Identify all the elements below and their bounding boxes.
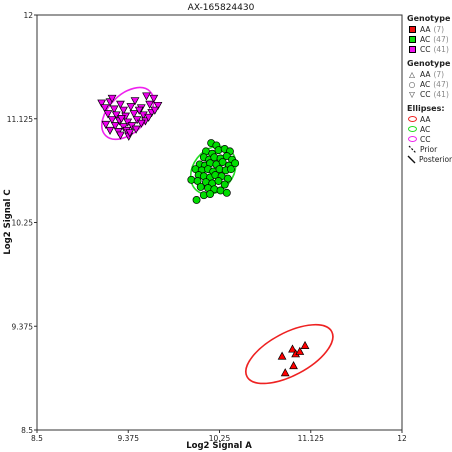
data-point-aa[interactable] bbox=[288, 344, 297, 353]
data-point-ac[interactable] bbox=[196, 182, 205, 191]
triangle-up-icon: △ bbox=[409, 69, 415, 79]
data-point-cc[interactable] bbox=[130, 97, 140, 106]
data-point-cc[interactable] bbox=[129, 110, 139, 119]
aa-color-swatch bbox=[408, 25, 416, 33]
data-point-cc[interactable] bbox=[145, 100, 155, 109]
legend-ellipse-aa[interactable]: AA bbox=[407, 114, 452, 124]
data-point-cc[interactable] bbox=[116, 100, 125, 109]
legend-item-cc[interactable]: CC (41) bbox=[407, 44, 452, 54]
plot-area bbox=[36, 14, 403, 431]
y-tick-label: 10.25 bbox=[12, 219, 34, 228]
circle-icon: ○ bbox=[408, 79, 416, 89]
data-point-cc[interactable] bbox=[107, 116, 117, 125]
ac-ellipse-icon bbox=[407, 126, 417, 132]
data-point-cc[interactable] bbox=[134, 106, 144, 115]
ac-color-swatch bbox=[408, 35, 416, 43]
x-tick-label: 11.125 bbox=[298, 434, 324, 443]
aa-ellipse-icon bbox=[407, 116, 417, 122]
x-tick-label: 12 bbox=[397, 434, 407, 443]
legend-shape-title: Genotype bbox=[407, 59, 451, 68]
data-point-cc[interactable] bbox=[149, 94, 159, 103]
y-tick-label: 12 bbox=[23, 11, 33, 20]
points-layer bbox=[97, 92, 310, 377]
data-point-cc[interactable] bbox=[142, 92, 151, 101]
x-axis-label: Log2 Signal A bbox=[186, 441, 252, 451]
data-point-cc[interactable] bbox=[97, 99, 107, 108]
legend: Genotype AA (7) AC (47) CC (41) Genotype… bbox=[407, 12, 452, 164]
ellipse-aa bbox=[245, 323, 334, 385]
data-point-cc[interactable] bbox=[109, 105, 119, 114]
data-point-cc[interactable] bbox=[153, 101, 163, 111]
data-point-aa[interactable] bbox=[280, 368, 290, 377]
data-point-cc[interactable] bbox=[117, 115, 126, 124]
data-point-cc[interactable] bbox=[119, 106, 128, 115]
x-tick-label: 10.25 bbox=[209, 434, 231, 443]
y-axis-ticks: 8.5 9.375 10.25 11.125 12 bbox=[7, 11, 37, 435]
legend-ellipse-ac[interactable]: AC bbox=[407, 124, 452, 134]
data-point-aa[interactable] bbox=[295, 346, 305, 355]
data-point-ac[interactable] bbox=[222, 188, 231, 197]
data-point-ac[interactable] bbox=[231, 159, 240, 168]
legend-item-ac[interactable]: AC (47) bbox=[407, 34, 452, 44]
data-point-ac[interactable] bbox=[220, 180, 229, 189]
data-point-cc[interactable] bbox=[126, 103, 136, 112]
y-tick-label: 11.125 bbox=[7, 115, 33, 124]
data-point-cc[interactable] bbox=[101, 120, 111, 130]
data-point-cc[interactable] bbox=[110, 122, 120, 131]
cc-ellipse-icon bbox=[407, 136, 417, 142]
data-point-cc[interactable] bbox=[125, 129, 135, 138]
legend-genotype-title: Genotype bbox=[407, 14, 451, 23]
solid-line-icon bbox=[407, 154, 416, 164]
y-tick-label: 9.375 bbox=[12, 322, 34, 331]
y-axis-label: Log2 Signal C bbox=[3, 189, 13, 254]
y-tick-label: 8.5 bbox=[21, 426, 33, 435]
legend-shape-cc[interactable]: ▽ CC (41) bbox=[407, 89, 452, 99]
cc-color-swatch bbox=[408, 45, 416, 53]
data-point-cc[interactable] bbox=[144, 113, 153, 122]
data-point-ac[interactable] bbox=[227, 165, 235, 174]
legend-shape-ac[interactable]: ○ AC (47) bbox=[408, 79, 449, 89]
x-tick-label: 8.5 bbox=[31, 434, 43, 443]
data-point-aa[interactable] bbox=[277, 351, 287, 360]
legend-ellipse-cc[interactable]: CC bbox=[407, 134, 452, 144]
legend-prior[interactable]: Prior bbox=[407, 144, 452, 154]
data-point-cc[interactable] bbox=[131, 125, 141, 134]
data-point-ac[interactable] bbox=[214, 177, 223, 185]
x-axis-ticks: 8.5 9.375 10.25 11.125 12 bbox=[31, 430, 407, 443]
legend-shape-aa[interactable]: △ AA (7) bbox=[407, 69, 452, 79]
data-point-ac[interactable] bbox=[218, 158, 227, 166]
data-point-cc[interactable] bbox=[136, 119, 146, 128]
data-point-ac[interactable] bbox=[192, 196, 201, 204]
data-point-aa[interactable] bbox=[300, 340, 310, 349]
data-point-cc[interactable] bbox=[103, 110, 113, 119]
dashed-line-icon bbox=[407, 144, 417, 154]
legend-posterior[interactable]: Posterior bbox=[407, 154, 452, 164]
data-point-aa[interactable] bbox=[289, 361, 298, 370]
legend-item-aa[interactable]: AA (7) bbox=[407, 24, 452, 34]
triangle-down-icon: ▽ bbox=[409, 89, 415, 99]
data-point-cc[interactable] bbox=[116, 131, 125, 140]
data-point-cc[interactable] bbox=[105, 126, 115, 135]
x-tick-label: 9.375 bbox=[118, 434, 140, 443]
chart-title: AX-165824430 bbox=[188, 3, 255, 13]
data-point-ac[interactable] bbox=[206, 190, 215, 198]
data-point-cc[interactable] bbox=[100, 104, 110, 113]
legend-ellipses-title: Ellipses: bbox=[407, 104, 445, 113]
data-point-cc[interactable] bbox=[107, 94, 117, 103]
data-point-cc[interactable] bbox=[150, 106, 160, 115]
